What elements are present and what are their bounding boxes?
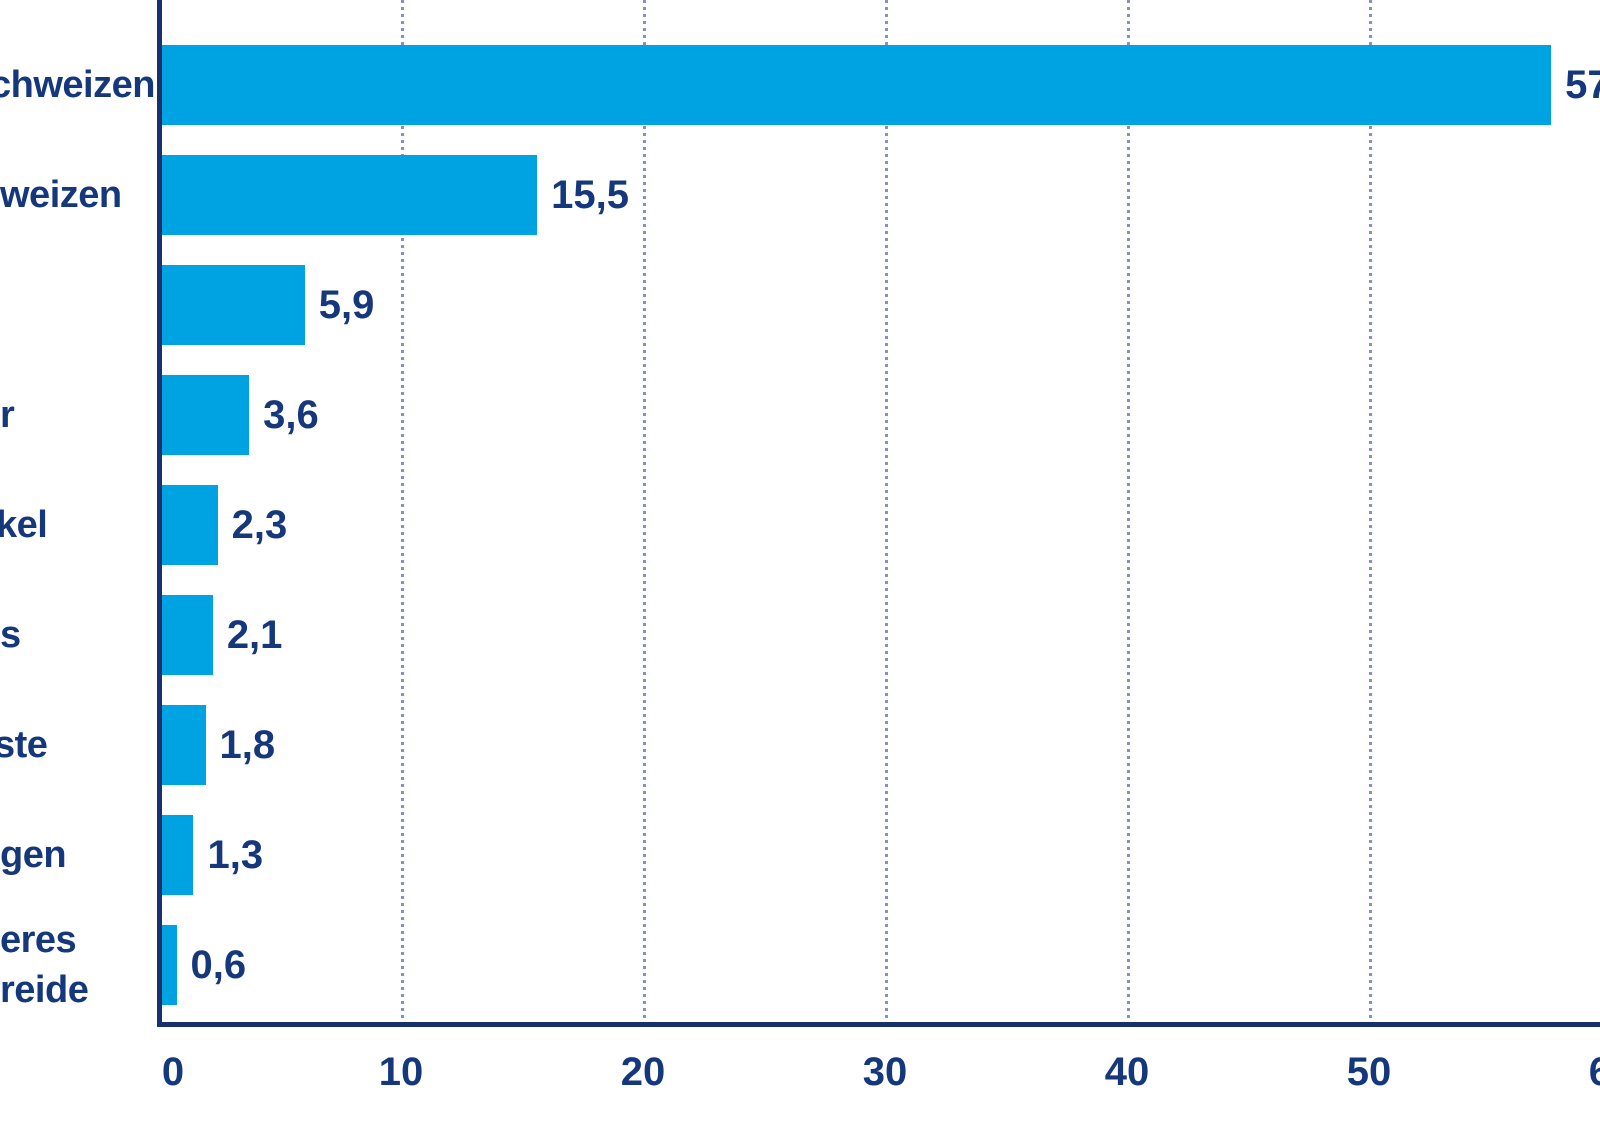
value-label: 57 <box>1565 62 1600 107</box>
bar <box>162 155 538 235</box>
x-tick-label: 10 <box>378 1050 424 1094</box>
category-label: r <box>0 393 15 436</box>
category-label: chweizen <box>0 63 155 106</box>
category-label: s <box>0 613 21 656</box>
gridline <box>885 0 888 1022</box>
bar-row: eres reide 0,6 <box>0 910 1600 1020</box>
gridline <box>401 0 404 1022</box>
bar-row: r 3,6 <box>0 360 1600 470</box>
gridline <box>1127 0 1130 1022</box>
x-tick-label: 60 <box>1588 1050 1600 1094</box>
x-axis-line <box>157 1022 1600 1027</box>
bar <box>162 485 218 565</box>
value-label: 15,5 <box>551 172 629 217</box>
bar-row: weizen 15,5 <box>0 140 1600 250</box>
bar-row: s 2,1 <box>0 580 1600 690</box>
bar <box>162 705 206 785</box>
category-label: weizen <box>0 173 122 216</box>
category-label: kel <box>0 503 48 546</box>
bar <box>162 815 194 895</box>
bar-row: chweizen 57 <box>0 30 1600 140</box>
value-label: 1,8 <box>219 722 276 767</box>
category-label: ste <box>0 723 48 766</box>
bar <box>162 595 213 675</box>
x-tick-label: 20 <box>620 1050 666 1094</box>
value-label: 0,6 <box>190 942 247 987</box>
x-tick-label: 30 <box>862 1050 908 1094</box>
bar-row: kel 2,3 <box>0 470 1600 580</box>
value-label: 2,3 <box>231 502 288 547</box>
value-label: 5,9 <box>318 282 375 327</box>
gridline <box>643 0 646 1022</box>
bar <box>162 925 177 1005</box>
bar-row: 5,9 <box>0 250 1600 360</box>
bar-row: gen 1,3 <box>0 800 1600 910</box>
gridline <box>1369 0 1372 1022</box>
bar-row: ste 1,8 <box>0 690 1600 800</box>
bar <box>162 375 250 455</box>
x-tick-label: 0 <box>161 1050 185 1094</box>
x-tick-label: 40 <box>1104 1050 1150 1094</box>
y-axis-line <box>157 0 162 1027</box>
category-label: gen <box>0 833 67 876</box>
x-tick-label: 50 <box>1346 1050 1392 1094</box>
value-label: 2,1 <box>226 612 283 657</box>
value-label: 3,6 <box>263 392 319 437</box>
value-label: 1,3 <box>207 832 264 877</box>
category-label: eres reide <box>0 918 89 1011</box>
bar <box>162 45 1552 125</box>
bar <box>162 265 305 345</box>
